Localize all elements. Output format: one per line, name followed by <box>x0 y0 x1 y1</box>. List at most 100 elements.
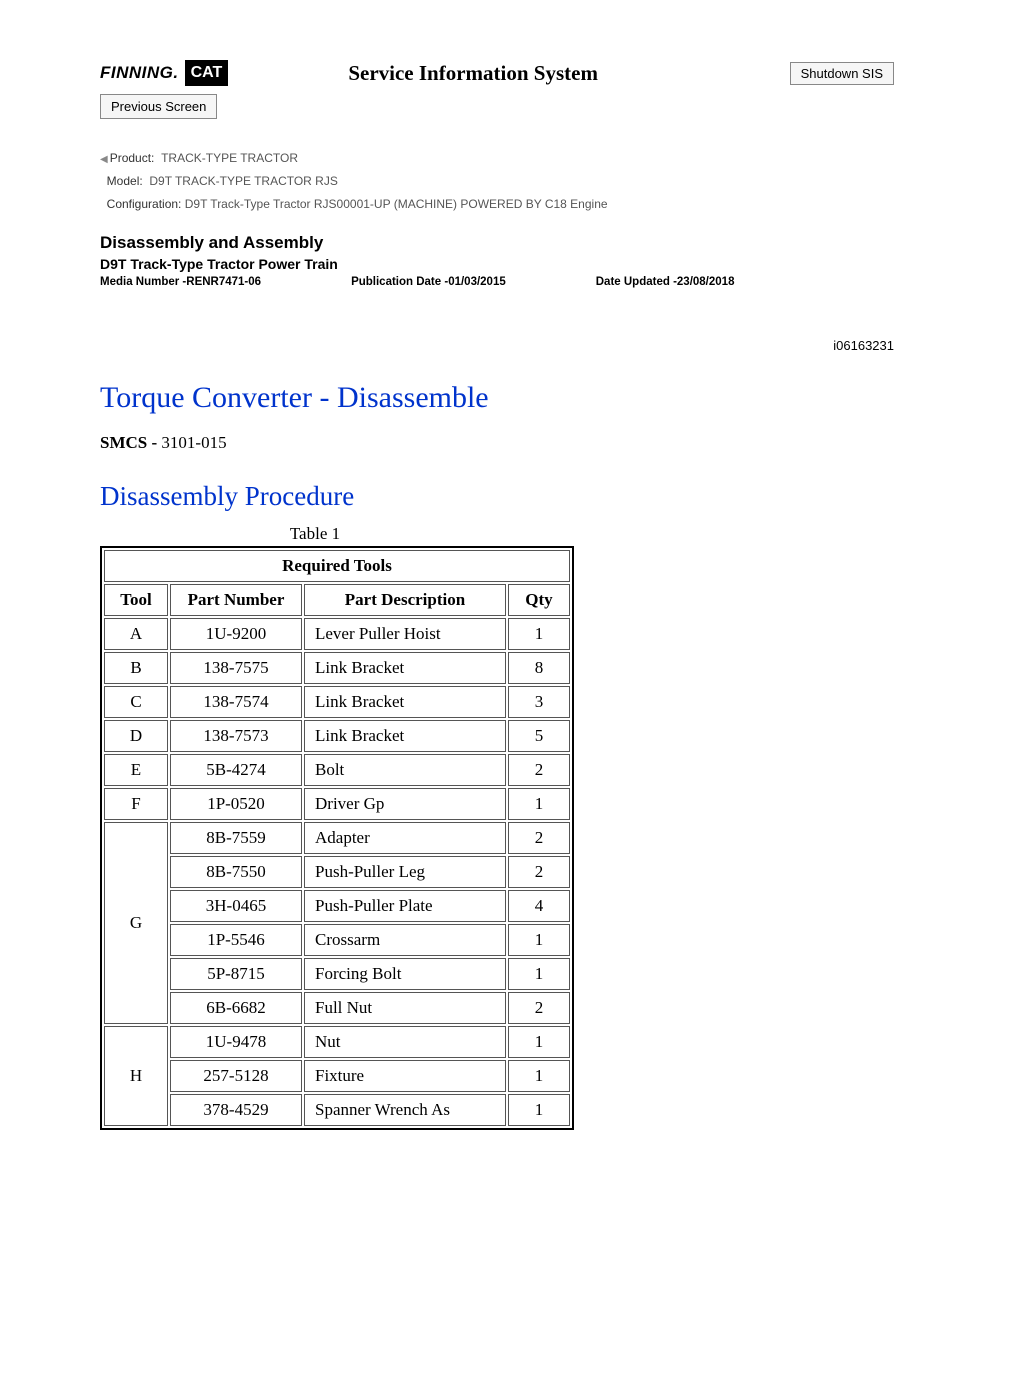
col-qty: Qty <box>508 584 570 616</box>
cell-tool: G <box>104 822 168 1024</box>
cell-qty: 3 <box>508 686 570 718</box>
col-tool: Tool <box>104 584 168 616</box>
da-subtitle: D9T Track-Type Tractor Power Train <box>100 256 894 272</box>
table-row: H1U-9478Nut1 <box>104 1026 570 1058</box>
cell-description: Lever Puller Hoist <box>304 618 506 650</box>
cell-part-number: 1P-5546 <box>170 924 302 956</box>
cell-part-number: 1P-0520 <box>170 788 302 820</box>
meta-model-label: Model: <box>107 174 143 188</box>
meta-model-value: D9T TRACK-TYPE TRACTOR RJS <box>149 174 337 188</box>
cell-part-number: 8B-7550 <box>170 856 302 888</box>
header-bar: FINNING. CAT Service Information System … <box>30 60 994 86</box>
table-row: 378-4529Spanner Wrench As1 <box>104 1094 570 1126</box>
meta-config-label: Configuration: <box>107 197 182 211</box>
cell-description: Link Bracket <box>304 720 506 752</box>
table-caption: Table 1 <box>100 524 530 544</box>
cell-qty: 1 <box>508 1026 570 1058</box>
logo-block: FINNING. CAT <box>100 60 228 86</box>
meta-product-row: ◀Product: TRACK-TYPE TRACTOR <box>100 147 994 170</box>
cell-part-number: 3H-0465 <box>170 890 302 922</box>
table-row: F1P-0520Driver Gp1 <box>104 788 570 820</box>
sis-title: Service Information System <box>348 61 598 86</box>
table-row: 257-5128Fixture1 <box>104 1060 570 1092</box>
table-row: G8B-7559Adapter2 <box>104 822 570 854</box>
cell-qty: 5 <box>508 720 570 752</box>
cell-description: Bolt <box>304 754 506 786</box>
cell-description: Full Nut <box>304 992 506 1024</box>
cell-qty: 2 <box>508 754 570 786</box>
cell-description: Push-Puller Leg <box>304 856 506 888</box>
procedure-title: Disassembly Procedure <box>100 481 994 512</box>
table-row: 1P-5546Crossarm1 <box>104 924 570 956</box>
shutdown-button[interactable]: Shutdown SIS <box>790 62 894 85</box>
cell-qty: 2 <box>508 992 570 1024</box>
table-row: E5B-4274Bolt2 <box>104 754 570 786</box>
meta-product-label: Product: <box>110 151 155 165</box>
cell-description: Fixture <box>304 1060 506 1092</box>
logo-cat: CAT <box>185 60 229 86</box>
meta-product-value: TRACK-TYPE TRACTOR <box>161 151 298 165</box>
cell-qty: 2 <box>508 856 570 888</box>
col-part-description: Part Description <box>304 584 506 616</box>
cell-description: Spanner Wrench As <box>304 1094 506 1126</box>
cell-tool: H <box>104 1026 168 1126</box>
table-header-span: Required Tools <box>104 550 570 582</box>
cell-description: Nut <box>304 1026 506 1058</box>
cell-part-number: 5B-4274 <box>170 754 302 786</box>
cell-description: Driver Gp <box>304 788 506 820</box>
table-row: A1U-9200Lever Puller Hoist1 <box>104 618 570 650</box>
meta-config-row: Configuration: D9T Track-Type Tractor RJ… <box>100 193 994 216</box>
cell-description: Link Bracket <box>304 686 506 718</box>
cell-tool: B <box>104 652 168 684</box>
cell-part-number: 6B-6682 <box>170 992 302 1024</box>
smcs-line: SMCS - 3101-015 <box>100 433 994 453</box>
cell-part-number: 1U-9200 <box>170 618 302 650</box>
publication-row: Media Number -RENR7471-06 Publication Da… <box>100 276 894 288</box>
cell-qty: 1 <box>508 924 570 956</box>
tools-tbody: A1U-9200Lever Puller Hoist1B138-7575Link… <box>104 618 570 1126</box>
table-row: 8B-7550Push-Puller Leg2 <box>104 856 570 888</box>
cell-part-number: 378-4529 <box>170 1094 302 1126</box>
product-meta: ◀Product: TRACK-TYPE TRACTOR Model: D9T … <box>100 147 994 215</box>
cell-tool: F <box>104 788 168 820</box>
required-tools-table: Required Tools Tool Part Number Part Des… <box>100 546 574 1130</box>
cell-part-number: 8B-7559 <box>170 822 302 854</box>
smcs-value: 3101-015 <box>161 433 226 452</box>
cell-tool: D <box>104 720 168 752</box>
table-row: 5P-8715Forcing Bolt1 <box>104 958 570 990</box>
section-block: Disassembly and Assembly D9T Track-Type … <box>100 233 894 288</box>
tools-table-wrap: Table 1 Required Tools Tool Part Number … <box>100 524 994 1130</box>
col-part-number: Part Number <box>170 584 302 616</box>
page-title: Torque Converter - Disassemble <box>100 381 994 415</box>
logo-finning: FINNING. <box>100 63 179 83</box>
publication-date: Publication Date -01/03/2015 <box>351 276 506 288</box>
da-title: Disassembly and Assembly <box>100 233 894 253</box>
cell-part-number: 138-7575 <box>170 652 302 684</box>
table-row: D138-7573Link Bracket5 <box>104 720 570 752</box>
cell-qty: 8 <box>508 652 570 684</box>
cell-qty: 1 <box>508 618 570 650</box>
cell-description: Forcing Bolt <box>304 958 506 990</box>
cell-description: Crossarm <box>304 924 506 956</box>
cell-qty: 1 <box>508 788 570 820</box>
cell-tool: C <box>104 686 168 718</box>
cell-part-number: 257-5128 <box>170 1060 302 1092</box>
cell-qty: 1 <box>508 958 570 990</box>
table-row: C138-7574Link Bracket3 <box>104 686 570 718</box>
cell-tool: E <box>104 754 168 786</box>
cell-tool: A <box>104 618 168 650</box>
cell-description: Link Bracket <box>304 652 506 684</box>
meta-model-row: Model: D9T TRACK-TYPE TRACTOR RJS <box>100 170 994 193</box>
cell-description: Push-Puller Plate <box>304 890 506 922</box>
cell-part-number: 138-7573 <box>170 720 302 752</box>
document-id: i06163231 <box>30 338 894 353</box>
cell-qty: 1 <box>508 1094 570 1126</box>
previous-screen-button[interactable]: Previous Screen <box>100 94 217 119</box>
cell-part-number: 1U-9478 <box>170 1026 302 1058</box>
date-updated: Date Updated -23/08/2018 <box>596 276 735 288</box>
table-row: 6B-6682Full Nut2 <box>104 992 570 1024</box>
smcs-label: SMCS - <box>100 433 161 452</box>
media-number: Media Number -RENR7471-06 <box>100 276 261 288</box>
table-row: B138-7575Link Bracket8 <box>104 652 570 684</box>
cell-part-number: 5P-8715 <box>170 958 302 990</box>
